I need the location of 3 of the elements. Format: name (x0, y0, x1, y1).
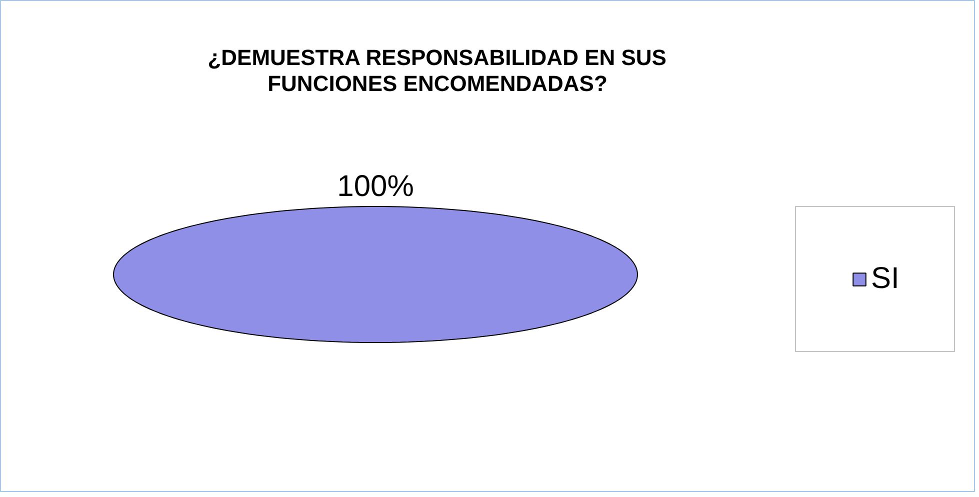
legend-label: SI (871, 262, 900, 296)
data-label: 100% (337, 170, 414, 203)
chart-title: ¿DEMUESTRA RESPONSABILIDAD EN SUS FUNCIONES ENCOMENDADAS? (208, 45, 666, 96)
